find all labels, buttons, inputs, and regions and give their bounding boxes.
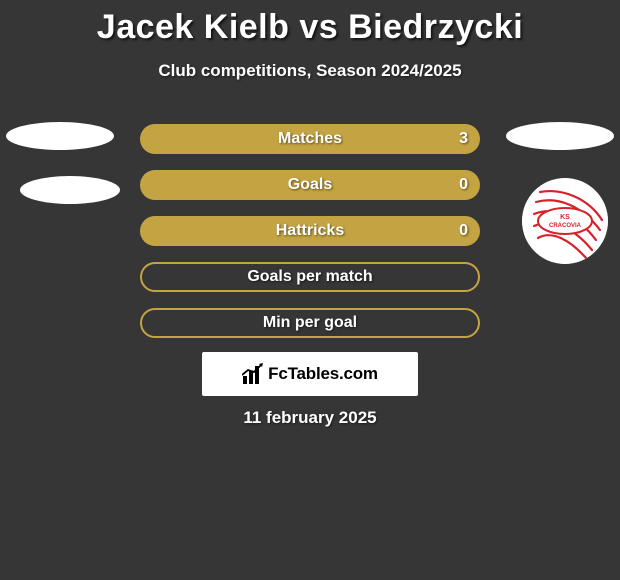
svg-text:KS: KS bbox=[560, 214, 570, 221]
page-subtitle: Club competitions, Season 2024/2025 bbox=[0, 61, 620, 81]
fctables-logo-text: FcTables.com bbox=[268, 364, 378, 384]
stat-label: Goals per match bbox=[247, 268, 372, 286]
fctables-bars-icon bbox=[242, 363, 266, 385]
stat-label: Hattricks bbox=[276, 222, 344, 240]
stat-row-matches: Matches 3 bbox=[140, 124, 480, 154]
stat-row-goals-per-match: Goals per match bbox=[140, 262, 480, 292]
fctables-logo-box: FcTables.com bbox=[202, 352, 418, 396]
stat-value-right: 0 bbox=[459, 176, 468, 194]
player-left-placeholder-1 bbox=[6, 122, 114, 150]
stat-label: Goals bbox=[288, 176, 332, 194]
player-right-placeholder-1 bbox=[506, 122, 614, 150]
stat-row-goals: Goals 0 bbox=[140, 170, 480, 200]
svg-text:CRACOVIA: CRACOVIA bbox=[549, 223, 582, 229]
page-title: Jacek Kielb vs Biedrzycki bbox=[0, 0, 620, 47]
stat-value-right: 0 bbox=[459, 222, 468, 240]
stat-row-min-per-goal: Min per goal bbox=[140, 308, 480, 338]
stats-comparison: Matches 3 Goals 0 Hattricks 0 Goals per … bbox=[140, 124, 480, 354]
player-left-placeholder-2 bbox=[20, 176, 120, 204]
club-badge-right: KS CRACOVIA bbox=[522, 178, 608, 264]
snapshot-date: 11 february 2025 bbox=[0, 408, 620, 428]
stat-row-hattricks: Hattricks 0 bbox=[140, 216, 480, 246]
stat-value-right: 3 bbox=[459, 130, 468, 148]
stat-label: Min per goal bbox=[263, 314, 357, 332]
stat-label: Matches bbox=[278, 130, 342, 148]
